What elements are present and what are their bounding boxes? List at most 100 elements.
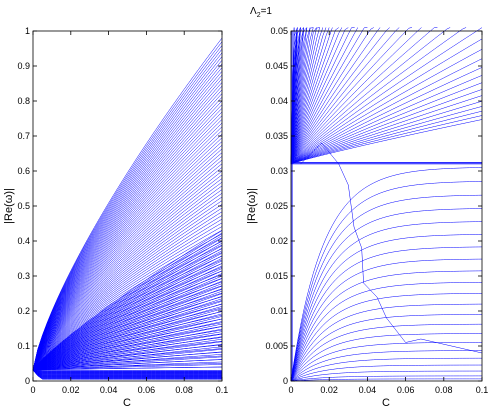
right-lower-curve — [290, 364, 483, 382]
left-upper-fan-line — [32, 248, 223, 371]
right-upper-curve — [290, 119, 483, 165]
left-middle-fan-line — [32, 356, 223, 371]
left-chart: 0 0.02 0.04 0.06 0.08 0.1 0 0.1 0.2 0.3 0.4 0.5 0.6… — [3, 26, 228, 409]
left-middle-fan-line — [32, 278, 223, 371]
left-middle-fan-line — [32, 250, 223, 371]
left-lower-band-line — [32, 369, 222, 379]
right-x-tick-label: 0.08 — [435, 385, 453, 395]
left-y-tick-label: 0.7 — [17, 131, 30, 141]
right-lower-curve — [290, 270, 483, 382]
left-upper-fan-line — [32, 185, 223, 371]
left-lower-band-line — [32, 369, 222, 375]
left-upper-fan-line — [32, 89, 223, 371]
left-upper-fan-line — [32, 230, 223, 371]
left-middle-fan-line — [32, 346, 223, 371]
right-upper-curve — [290, 27, 438, 165]
right-upper-curve — [290, 27, 483, 165]
left-upper-fan-line — [32, 111, 223, 371]
left-lower-band-line — [32, 369, 222, 377]
right-upper-curve — [290, 110, 483, 165]
right-lower-curve — [290, 370, 482, 382]
right-branch-line — [300, 142, 483, 354]
left-middle-fan-line — [32, 232, 223, 371]
right-lower-curve — [290, 357, 482, 382]
left-upper-fan-line — [32, 174, 223, 371]
left-upper-fan-line — [32, 74, 223, 371]
left-middle-fan-line — [32, 240, 223, 371]
right-lower-curve — [290, 246, 483, 382]
left-middle-fan-line — [32, 270, 223, 371]
left-upper-fan-line — [32, 355, 223, 371]
right-lower-curve — [290, 258, 483, 382]
left-middle-fan-line — [32, 242, 223, 371]
left-lower-band-line — [32, 369, 222, 372]
left-lower-band-line — [32, 369, 222, 372]
right-x-tick-label: 0.04 — [359, 385, 377, 395]
left-upper-fan-line — [32, 41, 223, 371]
right-lower-curve — [290, 378, 482, 382]
right-upper-curve — [290, 27, 330, 165]
right-upper-curve — [290, 58, 483, 165]
left-middle-fan-line — [32, 255, 223, 371]
right-lower-curve — [290, 293, 483, 382]
right-upper-curve — [290, 27, 413, 165]
left-upper-fan-line — [32, 145, 223, 371]
left-upper-fan-line — [32, 82, 223, 371]
left-upper-fan-line — [32, 326, 223, 371]
left-middle-fan-line — [32, 263, 223, 371]
left-x-tick-label: 0 — [30, 385, 35, 395]
right-upper-curve — [290, 27, 400, 165]
left-upper-fan-line — [32, 37, 223, 371]
left-middle-fan-line — [32, 293, 223, 371]
left-middle-fan-line — [32, 298, 223, 371]
left-upper-fan-line — [32, 96, 223, 371]
left-middle-fan-line — [32, 260, 223, 371]
left-upper-fan-line — [32, 126, 223, 371]
left-chart-y-ticks: 0 0.1 0.2 0.3 0.4 0.5 0.6 0.7 0.8 0.9 1 — [17, 26, 222, 386]
right-lower-curve — [290, 323, 483, 382]
left-middle-fan-line — [32, 290, 223, 371]
right-upper-curve — [290, 27, 355, 165]
right-lower-curve — [290, 208, 483, 382]
left-middle-fan-line — [32, 288, 223, 371]
left-lower-band-line — [32, 369, 222, 376]
suptitle-lambda: Λ — [250, 6, 257, 17]
left-upper-fan-line — [32, 71, 223, 371]
left-middle-fan-line — [32, 280, 223, 371]
left-chart-x-ticks: 0 0.02 0.04 0.06 0.08 0.1 — [30, 31, 228, 395]
left-middle-fan-line — [32, 245, 223, 371]
left-upper-fan-line — [32, 200, 223, 371]
left-upper-fan-line — [32, 181, 223, 371]
left-upper-fan-line — [32, 233, 223, 371]
left-upper-fan-line — [32, 67, 223, 371]
left-upper-fan-line — [32, 133, 223, 371]
left-middle-fan-line — [32, 323, 223, 371]
right-upper-curve — [290, 27, 349, 165]
right-lower-curve — [290, 234, 483, 382]
left-middle-fan-line — [32, 301, 223, 371]
left-upper-fan-line — [32, 119, 223, 371]
right-upper-curve — [290, 27, 359, 165]
left-y-tick-label: 0.8 — [17, 96, 30, 106]
left-lower-band-line — [32, 369, 222, 376]
left-upper-fan-line — [32, 63, 223, 371]
right-y-tick-label: 0 — [283, 376, 288, 386]
left-middle-fan-line — [32, 349, 223, 371]
left-upper-fan-line — [32, 218, 223, 371]
right-x-tick-label: 0.06 — [397, 385, 415, 395]
right-y-tick-label: 0.03 — [270, 166, 288, 176]
left-upper-fan-line — [32, 196, 223, 371]
left-upper-fan-line — [32, 241, 223, 371]
left-lower-band-line — [32, 369, 222, 380]
right-upper-curve — [290, 27, 317, 165]
left-middle-fan-line — [32, 351, 223, 371]
right-lower-curve — [290, 333, 483, 382]
left-y-tick-label: 0.1 — [17, 341, 30, 351]
right-upper-curve — [290, 38, 483, 165]
left-upper-fan-line — [32, 45, 223, 371]
left-x-tick-label: 0.06 — [138, 385, 156, 395]
left-upper-fan-line — [32, 170, 223, 371]
right-y-tick-label: 0.01 — [270, 306, 288, 316]
right-lower-curve — [290, 194, 483, 382]
right-upper-curve — [290, 95, 483, 165]
